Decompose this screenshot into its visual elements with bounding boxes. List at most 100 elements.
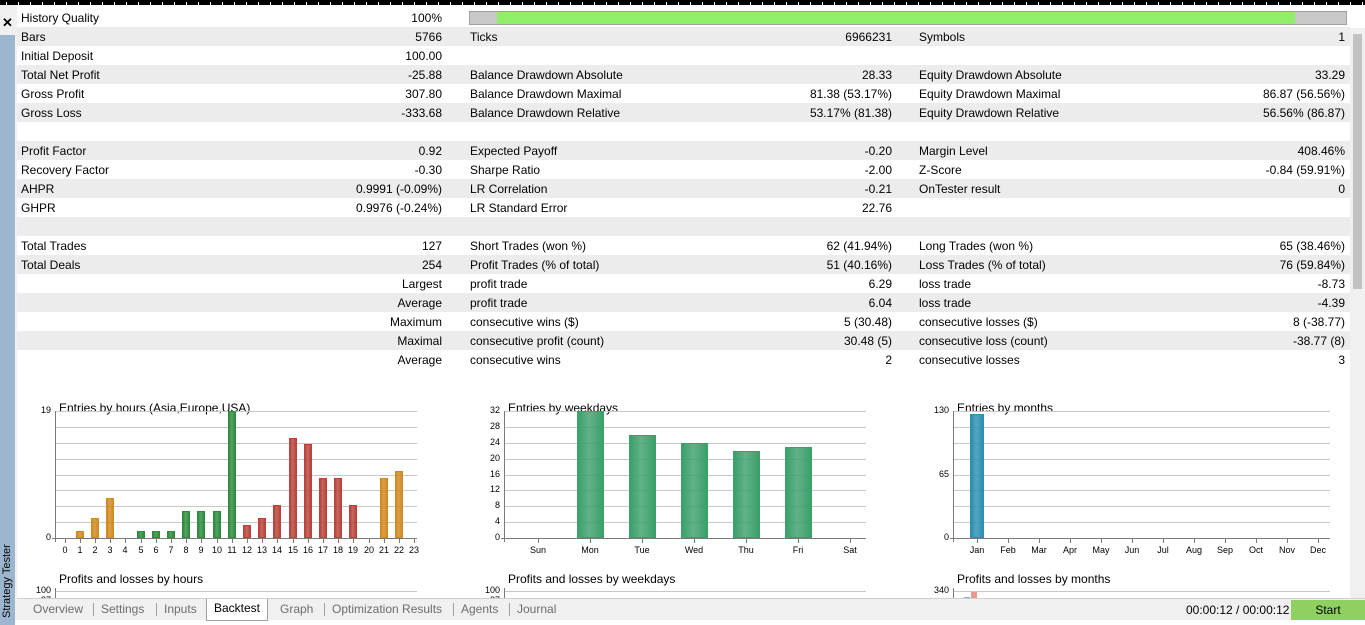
ruler-tick	[942, 2, 943, 5]
gridline	[504, 411, 866, 412]
stat-value: 65 (38.46%)	[1279, 239, 1345, 253]
x-tick-label: 23	[408, 545, 419, 555]
gridline	[55, 591, 417, 592]
ruler-tick	[402, 2, 403, 5]
stat-label: consecutive wins ($)	[470, 315, 579, 329]
x-tick	[95, 539, 96, 543]
stat-value: -8.73	[1317, 277, 1345, 291]
x-tick	[247, 539, 248, 543]
tab-separator	[453, 603, 454, 616]
start-button[interactable]: Start	[1291, 600, 1365, 620]
y-tick-label: 19	[40, 405, 51, 415]
stat-label: profit trade	[470, 296, 528, 310]
x-tick	[156, 539, 157, 543]
close-icon[interactable]: ✕	[2, 15, 13, 30]
elapsed-time: 00:00:12 / 00:00:12	[1186, 603, 1290, 617]
entries-chart: Entries by hours (Asia,Europe,USA) 19 0 0 1 2…	[17, 401, 457, 571]
ruler-tick	[690, 2, 691, 5]
ruler-tick	[978, 2, 979, 5]
scrollbar-thumb[interactable]	[1353, 34, 1362, 289]
gridline	[953, 522, 1330, 523]
x-axis	[52, 538, 417, 539]
ruler-tick	[810, 2, 811, 5]
tab-graph[interactable]: Graph	[280, 602, 314, 616]
panel-title: Strategy Tester	[1, 544, 13, 618]
tab-overview[interactable]: Overview	[33, 602, 84, 616]
stat-label: Long Trades (won %)	[919, 239, 1034, 253]
x-tick	[1132, 539, 1133, 543]
x-tick	[323, 539, 324, 543]
x-tick-label: Jul	[1157, 545, 1169, 555]
ruler-tick	[906, 2, 907, 5]
stat-value: 81.38 (53.17%)	[809, 87, 892, 101]
ruler-tick	[1302, 2, 1303, 5]
stats-row: Total Net Profit -25.88 Balance Drawdown A…	[17, 65, 1350, 84]
stat-label: Sharpe Ratio	[470, 163, 541, 177]
x-tick	[399, 539, 400, 543]
x-tick-label: 8	[183, 545, 189, 555]
profit-loss-chart: Profits and losses by weekdays 10087	[466, 572, 906, 598]
x-tick	[1101, 539, 1102, 543]
stat-value: 127	[421, 239, 442, 253]
bar	[213, 511, 221, 538]
x-tick-label: 20	[363, 545, 374, 555]
y-tick-label: 12	[489, 484, 500, 494]
ruler-tick	[426, 2, 427, 5]
tab-optimization-results[interactable]: Optimization Results	[332, 602, 443, 616]
stat-label: consecutive losses	[919, 353, 1020, 367]
x-tick	[217, 539, 218, 543]
stat-value: 28.33	[861, 68, 892, 82]
vertical-scrollbar[interactable]	[1350, 28, 1365, 598]
bar	[91, 518, 99, 538]
stat-value: Maximal	[397, 334, 442, 348]
x-tick-label: Oct	[1248, 545, 1263, 555]
stat-label: Equity Drawdown Relative	[919, 106, 1060, 120]
tab-separator	[93, 603, 94, 616]
stat-value: Average	[397, 353, 442, 367]
x-tick-label: Fri	[792, 545, 804, 555]
stat-label: profit trade	[470, 277, 528, 291]
ruler-tick	[198, 2, 199, 5]
ruler-tick	[1194, 2, 1195, 5]
stat-label: Balance Drawdown Relative	[470, 106, 621, 120]
x-tick	[262, 539, 263, 543]
x-tick-label: 11	[227, 545, 237, 555]
x-tick	[798, 539, 799, 543]
ruler-tick	[834, 2, 835, 5]
y-axis	[953, 588, 954, 598]
stat-label: Profit Factor	[21, 144, 87, 158]
y-tick-label: 0	[494, 532, 500, 542]
y-tick-label: 28	[489, 421, 500, 431]
ruler-tick	[114, 2, 115, 5]
bar	[629, 435, 656, 538]
ruler-tick	[1038, 2, 1039, 5]
ruler-tick	[138, 2, 139, 5]
tab-inputs[interactable]: Inputs	[164, 602, 197, 616]
stats-row: Average consecutive wins 2 consecutive loss…	[17, 350, 1350, 369]
tab-bar: Overview Settings Inputs Backtest Graph Optim…	[17, 598, 1365, 621]
ruler-tick	[1326, 2, 1327, 5]
gridline	[55, 475, 417, 476]
x-tick	[110, 539, 111, 543]
ruler-tick	[630, 2, 631, 5]
ruler-tick	[30, 2, 31, 5]
stat-value: 51 (40.16%)	[826, 258, 892, 272]
x-tick	[694, 539, 695, 543]
ruler-tick	[462, 2, 463, 5]
ruler-tick	[582, 2, 583, 5]
bar	[197, 511, 205, 538]
stat-value: 5766	[415, 30, 442, 44]
tab-backtest[interactable]: Backtest	[206, 599, 269, 621]
stat-label: Total Deals	[21, 258, 81, 272]
tab-journal[interactable]: Journal	[517, 602, 557, 616]
stats-row: Total Trades 127 Short Trades (won %) 62 (4…	[17, 236, 1350, 255]
tab-agents[interactable]: Agents	[461, 602, 499, 616]
stats-row: Maximum consecutive wins ($) 5 (30.48) cons…	[17, 312, 1350, 331]
tab-settings[interactable]: Settings	[101, 602, 145, 616]
ruler-tick	[438, 2, 439, 5]
x-tick	[80, 539, 81, 543]
stat-label: OnTester result	[919, 182, 1001, 196]
side-panel-bar	[0, 35, 15, 625]
x-tick-label: 6	[153, 545, 159, 555]
chart-title: Entries by hours (Asia,Europe,USA)	[59, 401, 251, 415]
